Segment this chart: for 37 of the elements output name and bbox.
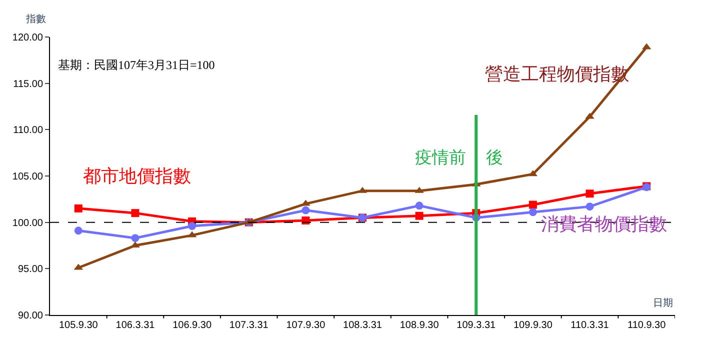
point [528, 200, 537, 209]
y-axis-title: 指數 [25, 13, 46, 25]
y-tick-label: 115.00 [13, 78, 44, 90]
x-tick-label: 107.3.31 [229, 320, 269, 331]
x-tick-label: 109.9.30 [513, 320, 553, 331]
point [586, 190, 594, 198]
y-tick-label: 120.00 [12, 32, 44, 44]
annotation: 基期：民國107年3月31日=100 [58, 58, 215, 72]
x-tick-label: 106.3.31 [116, 320, 156, 331]
x-tick-label: 105.9.30 [58, 320, 98, 331]
y-tick-label: 95.00 [18, 264, 44, 276]
point [131, 209, 140, 218]
point [74, 226, 82, 235]
y-tick-label: 105.00 [12, 172, 44, 182]
x-tick-label: 108.3.31 [343, 320, 382, 331]
annotation: 後 [486, 148, 503, 168]
point [415, 212, 424, 220]
x-tick-label: 107.9.30 [286, 320, 326, 331]
x-tick-label: 109.3.31 [456, 320, 496, 331]
annotation: 疫情前 [415, 148, 466, 168]
point [586, 202, 594, 211]
point [188, 222, 196, 230]
x-tick-label: 106.9.30 [172, 320, 212, 331]
x-tick-label: 110.3.31 [570, 320, 610, 331]
point [74, 204, 82, 212]
series-label: 都市地價指數 [83, 166, 191, 187]
y-tick-label: 110.00 [13, 125, 44, 136]
point [528, 208, 537, 216]
series-label: 消費者物價指數 [541, 214, 667, 235]
point [302, 206, 310, 214]
x-axis-title: 日期 [653, 297, 673, 309]
point [131, 234, 140, 242]
x-tick-label: 110.9.30 [627, 320, 666, 331]
y-tick-label: 100.00 [12, 218, 44, 229]
y-tick-label: 90.00 [18, 310, 44, 322]
point [415, 202, 424, 210]
x-tick-label: 108.9.30 [400, 320, 440, 331]
